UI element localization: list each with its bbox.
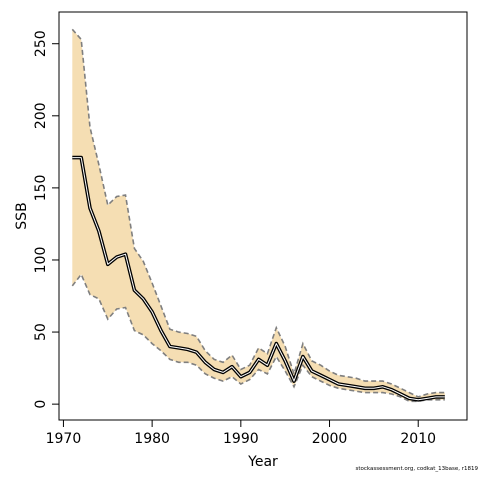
y-tick-label: 250 (33, 30, 49, 57)
lower-bound-line (71, 272, 445, 403)
x-tick-label: 2010 (400, 431, 436, 447)
plot-frame (58, 11, 468, 421)
y-axis-label: SSB (14, 202, 30, 229)
x-tick-label: 1970 (46, 431, 82, 447)
x-tick-label: 1990 (223, 431, 259, 447)
footer-credit: stockassessment.org, codkat_13base, r181… (355, 466, 478, 472)
ssb-estimate-line-inner (72, 157, 445, 401)
x-tick-label: 2000 (312, 431, 348, 447)
confidence-band (72, 29, 445, 402)
y-tick-label: 100 (33, 247, 49, 274)
x-tick-label: 1980 (134, 431, 170, 447)
y-tick-label: 50 (33, 323, 49, 341)
y-tick-label: 0 (33, 400, 49, 409)
y-tick-label: 150 (33, 175, 49, 202)
x-axis-label: Year (247, 454, 278, 470)
y-tick-label: 200 (33, 102, 49, 129)
upper-bound-line (71, 28, 445, 398)
y-axis: 0 50 100 150 200 250 (33, 30, 59, 409)
x-axis: 1970 1980 1990 2000 2010 (46, 420, 436, 447)
